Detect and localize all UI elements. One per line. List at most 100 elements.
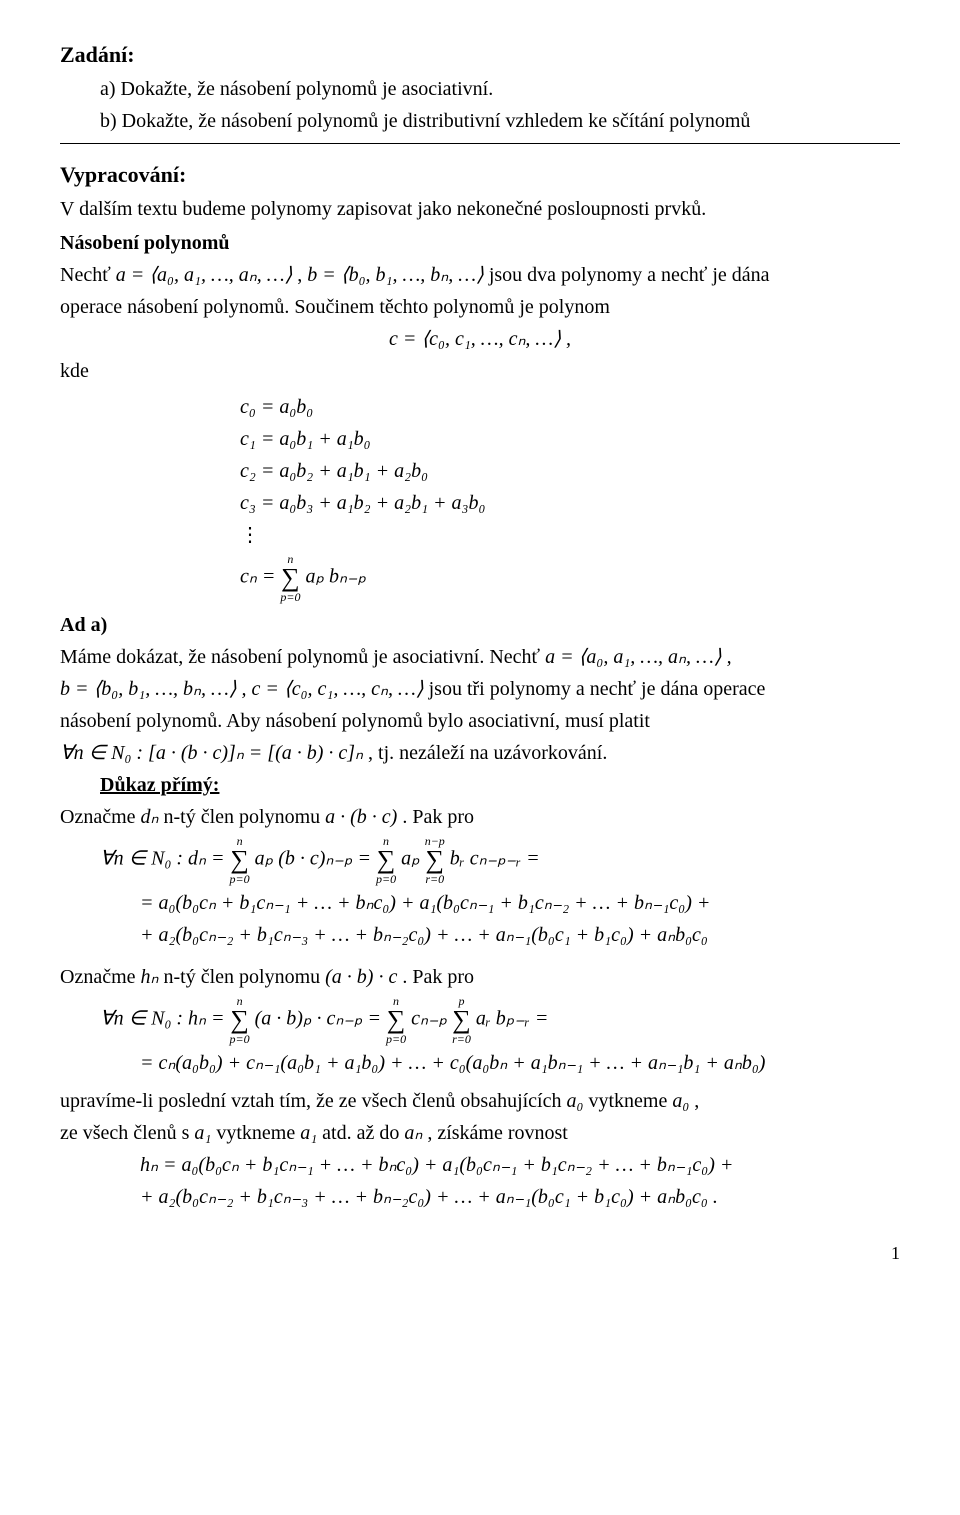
dn-pre: ∀n ∈ N₀ : dₙ =: [100, 847, 230, 869]
ada-line1: Máme dokázat, že násobení polynomů je as…: [60, 643, 900, 671]
sum-1: n ∑ p=0: [230, 835, 250, 885]
ada-assoc-tail: , tj. nezáleží na uzávorkování.: [368, 742, 607, 764]
sum-h1: n ∑ p=0: [230, 995, 250, 1045]
hn-pre: ∀n ∈ N₀ : hₙ =: [100, 1007, 230, 1029]
kde-label: kde: [60, 357, 900, 385]
intro-text: V dalším textu budeme polynomy zapisovat…: [60, 195, 900, 223]
dn-s1-rhs: aₚ (b · c)ₙ₋ₚ =: [255, 847, 376, 869]
sigma-icon: ∑: [280, 565, 300, 591]
uprav-an: aₙ: [404, 1122, 422, 1144]
sum1-bot: p=0: [230, 873, 250, 885]
dn-expansion-line1: ∀n ∈ N₀ : dₙ = n ∑ p=0 aₚ (b · c)ₙ₋ₚ = n…: [100, 835, 900, 885]
hn-intro-line: Označme hₙ n-tý člen polynomu (a · b) · …: [60, 963, 900, 991]
sum-bot: p=0: [280, 591, 300, 603]
ada-assoc-formula: ∀n ∈ N₀ : [a · (b · c)]ₙ = [(a · b) · c]…: [60, 742, 363, 764]
sigma-icon: ∑: [376, 847, 396, 873]
uprav-t1b: vytkneme: [588, 1090, 672, 1112]
task-item-b: b) Dokažte, že násobení polynomů je dist…: [100, 107, 900, 135]
uprav-t2c: atd. až do: [322, 1122, 404, 1144]
cn-lhs: cₙ =: [240, 565, 280, 587]
uprav-t2a: ze všech členů s: [60, 1122, 194, 1144]
heading-nasobeni: Násobení polynomů: [60, 229, 900, 257]
heading-dukaz: Důkaz přímý:: [100, 771, 900, 799]
formula-c3: c₃ = a₀b₃ + a₁b₂ + a₂b₁ + a₃b₀: [240, 489, 900, 517]
ada-formula-a: a = ⟨a₀, a₁, …, aₙ, …⟩ ,: [545, 646, 732, 668]
dn-poly: a · (b · c): [325, 806, 397, 828]
uprav-a1b: a₁: [300, 1122, 317, 1144]
sum-h2b: p ∑ r=0: [452, 995, 471, 1045]
heading-ad-a: Ad a): [60, 611, 900, 639]
sigma-icon: ∑: [452, 1007, 471, 1033]
hn-s2a-rhs: cₙ₋ₚ: [411, 1007, 452, 1029]
hn-expansion-line1: ∀n ∈ N₀ : hₙ = n ∑ p=0 (a · b)ₚ · cₙ₋ₚ =…: [100, 995, 900, 1045]
dn-s2b-rhs: bᵣ cₙ₋ₚ₋ᵣ =: [450, 847, 540, 869]
sumh1-bot: p=0: [230, 1033, 250, 1045]
hn-poly: (a · b) · c: [325, 966, 397, 988]
sum2b-bot: r=0: [425, 873, 445, 885]
hn-final-line2: + a₂(b₀cₙ₋₂ + b₁cₙ₋₃ + … + bₙ₋₂c₀) + … +…: [140, 1183, 900, 1211]
uprav-t2d: , získáme rovnost: [427, 1122, 568, 1144]
ada-text2: jsou tři polynomy a nechť je dána operac…: [429, 678, 766, 700]
ada-line2: b = ⟨b₀, b₁, …, bₙ, …⟩ , c = ⟨c₀, c₁, …,…: [60, 675, 900, 703]
task-item-a: a) Dokažte, že násobení polynomů je asoc…: [100, 75, 900, 103]
heading-zadani: Zadání:: [60, 40, 900, 71]
uprav-t1c: ,: [694, 1090, 699, 1112]
sigma-icon: ∑: [425, 847, 445, 873]
ada-formula-b: b = ⟨b₀, b₁, …, bₙ, …⟩ ,: [60, 678, 252, 700]
ada-formula-c: c = ⟨c₀, c₁, …, cₙ, …⟩: [252, 678, 424, 700]
sep: ,: [297, 264, 307, 286]
uprav-a0b: a₀: [672, 1090, 689, 1112]
cn-rhs: aₚ bₙ₋ₚ: [305, 565, 366, 587]
formula-c1: c₁ = a₀b₁ + a₁b₀: [240, 425, 900, 453]
heading-vypracovani: Vypracování:: [60, 160, 900, 191]
formula-c0: c₀ = a₀b₀: [240, 393, 900, 421]
hn-symbol: hₙ: [141, 966, 159, 988]
uprav-line2: ze všech členů s a₁ vytkneme a₁ atd. až …: [60, 1119, 900, 1147]
ada-line3: násobení polynomů. Aby násobení polynomů…: [60, 707, 900, 735]
necht-text-1: Nechť: [60, 264, 116, 286]
dn-s2a-rhs: aₚ: [401, 847, 425, 869]
uprav-t1: upravíme-li poslední vztah tím, že ze vš…: [60, 1090, 567, 1112]
hn-s1-rhs: (a · b)ₚ · cₙ₋ₚ =: [255, 1007, 386, 1029]
necht-text-2: jsou dva polynomy a nechť je dána: [489, 264, 770, 286]
sumh2a-bot: p=0: [386, 1033, 406, 1045]
sigma-icon: ∑: [386, 1007, 406, 1033]
necht-line: Nechť a = ⟨a₀, a₁, …, aₙ, …⟩ , b = ⟨b₀, …: [60, 261, 900, 289]
sum-2b: n−p ∑ r=0: [425, 835, 445, 885]
sumh2b-bot: r=0: [452, 1033, 471, 1045]
sigma-icon: ∑: [230, 1007, 250, 1033]
formula-b: b = ⟨b₀, b₁, …, bₙ, …⟩: [307, 264, 484, 286]
dn-symbol: dₙ: [141, 806, 159, 828]
formula-poly-c: c = ⟨c₀, c₁, …, cₙ, …⟩ ,: [60, 325, 900, 353]
hn-intro: Označme: [60, 966, 141, 988]
dn-intro-line: Označme dₙ n-tý člen polynomu a · (b · c…: [60, 803, 900, 831]
dn-expansion-line3: + a₂(b₀cₙ₋₂ + b₁cₙ₋₃ + … + bₙ₋₂c₀) + … +…: [140, 921, 900, 949]
hn-text: n-tý člen polynomu: [163, 966, 325, 988]
formula-a: a = ⟨a₀, a₁, …, aₙ, …⟩: [116, 264, 293, 286]
hn-s2b-rhs: aᵣ bₚ₋ᵣ =: [476, 1007, 548, 1029]
sum-symbol: n ∑ p=0: [280, 553, 300, 603]
hn-expansion-line2: = cₙ(a₀b₀) + cₙ₋₁(a₀b₁ + a₁b₀) + … + c₀(…: [140, 1049, 900, 1077]
formula-vdots: ⋮: [240, 521, 900, 549]
sum2a-bot: p=0: [376, 873, 396, 885]
formula-cn: cₙ = n ∑ p=0 aₚ bₙ₋ₚ: [240, 553, 900, 603]
sum-h2a: n ∑ p=0: [386, 995, 406, 1045]
uprav-a0: a₀: [567, 1090, 584, 1112]
dn-tail: . Pak pro: [402, 806, 474, 828]
ada-assoc-line: ∀n ∈ N₀ : [a · (b · c)]ₙ = [(a · b) · c]…: [60, 739, 900, 767]
uprav-line1: upravíme-li poslední vztah tím, že ze vš…: [60, 1087, 900, 1115]
page-number: 1: [60, 1241, 900, 1266]
formula-c2: c₂ = a₀b₂ + a₁b₁ + a₂b₀: [240, 457, 900, 485]
necht-line-2: operace násobení polynomů. Součinem těch…: [60, 293, 900, 321]
dn-text: n-tý člen polynomu: [163, 806, 325, 828]
dn-expansion-line2: = a₀(b₀cₙ + b₁cₙ₋₁ + … + bₙc₀) + a₁(b₀cₙ…: [140, 889, 900, 917]
sum-2a: n ∑ p=0: [376, 835, 396, 885]
uprav-a1: a₁: [194, 1122, 211, 1144]
hn-tail: . Pak pro: [402, 966, 474, 988]
ada-text1: Máme dokázat, že násobení polynomů je as…: [60, 646, 545, 668]
sigma-icon: ∑: [230, 847, 250, 873]
hn-final-line1: hₙ = a₀(b₀cₙ + b₁cₙ₋₁ + … + bₙc₀) + a₁(b…: [140, 1151, 900, 1179]
divider: [60, 143, 900, 144]
uprav-t2b: vytkneme: [216, 1122, 300, 1144]
dn-intro: Označme: [60, 806, 141, 828]
